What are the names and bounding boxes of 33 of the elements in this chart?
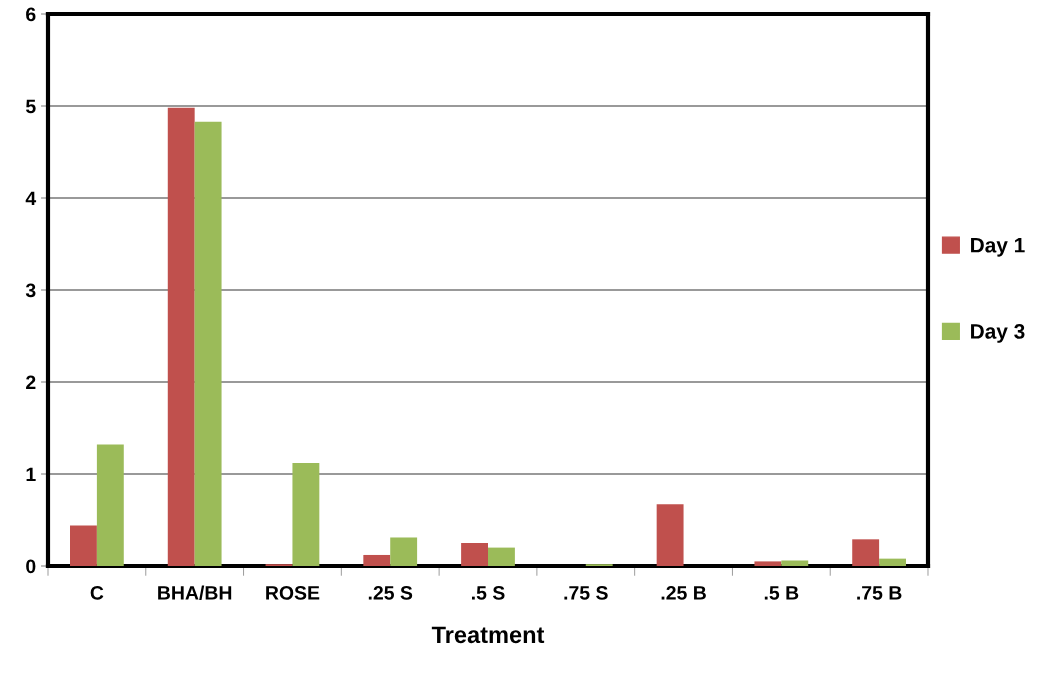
y-tick-label: 5 <box>25 99 36 114</box>
legend-label: Day 1 <box>971 238 1025 257</box>
bar <box>292 462 320 566</box>
legend-label: Day 3 <box>971 323 1025 343</box>
bar <box>879 558 906 566</box>
bar <box>488 547 515 566</box>
bar <box>656 504 684 566</box>
x-axis-title: Treatment <box>431 626 545 644</box>
y-tick-label: 4 <box>25 191 37 206</box>
x-tick-label: .5 B <box>764 586 799 600</box>
y-tick-label: 1 <box>26 467 36 482</box>
x-tick-label: .75 S <box>564 585 608 600</box>
bar <box>754 561 782 566</box>
y-tick-label: 6 <box>26 7 36 22</box>
bar <box>96 444 124 566</box>
bar <box>781 560 809 566</box>
bar <box>194 121 222 566</box>
x-tick-label: ROSE <box>266 585 320 600</box>
y-tick-label: 2 <box>26 375 36 390</box>
x-tick-label: .75 B <box>857 586 902 600</box>
y-tick-label: 0 <box>26 559 36 574</box>
bar <box>390 537 418 566</box>
bar <box>461 543 488 566</box>
x-tick-label: BHA/BH <box>158 585 232 600</box>
bar <box>363 554 391 566</box>
y-tick-label: 3 <box>25 283 36 298</box>
x-tick-label: C <box>90 585 104 600</box>
x-tick-label: .25 B <box>661 585 706 600</box>
bar <box>167 107 195 566</box>
x-tick-label: .5 S <box>472 585 505 600</box>
bar <box>852 539 880 566</box>
bar <box>70 525 97 566</box>
x-tick-label: .25 S <box>368 585 413 600</box>
